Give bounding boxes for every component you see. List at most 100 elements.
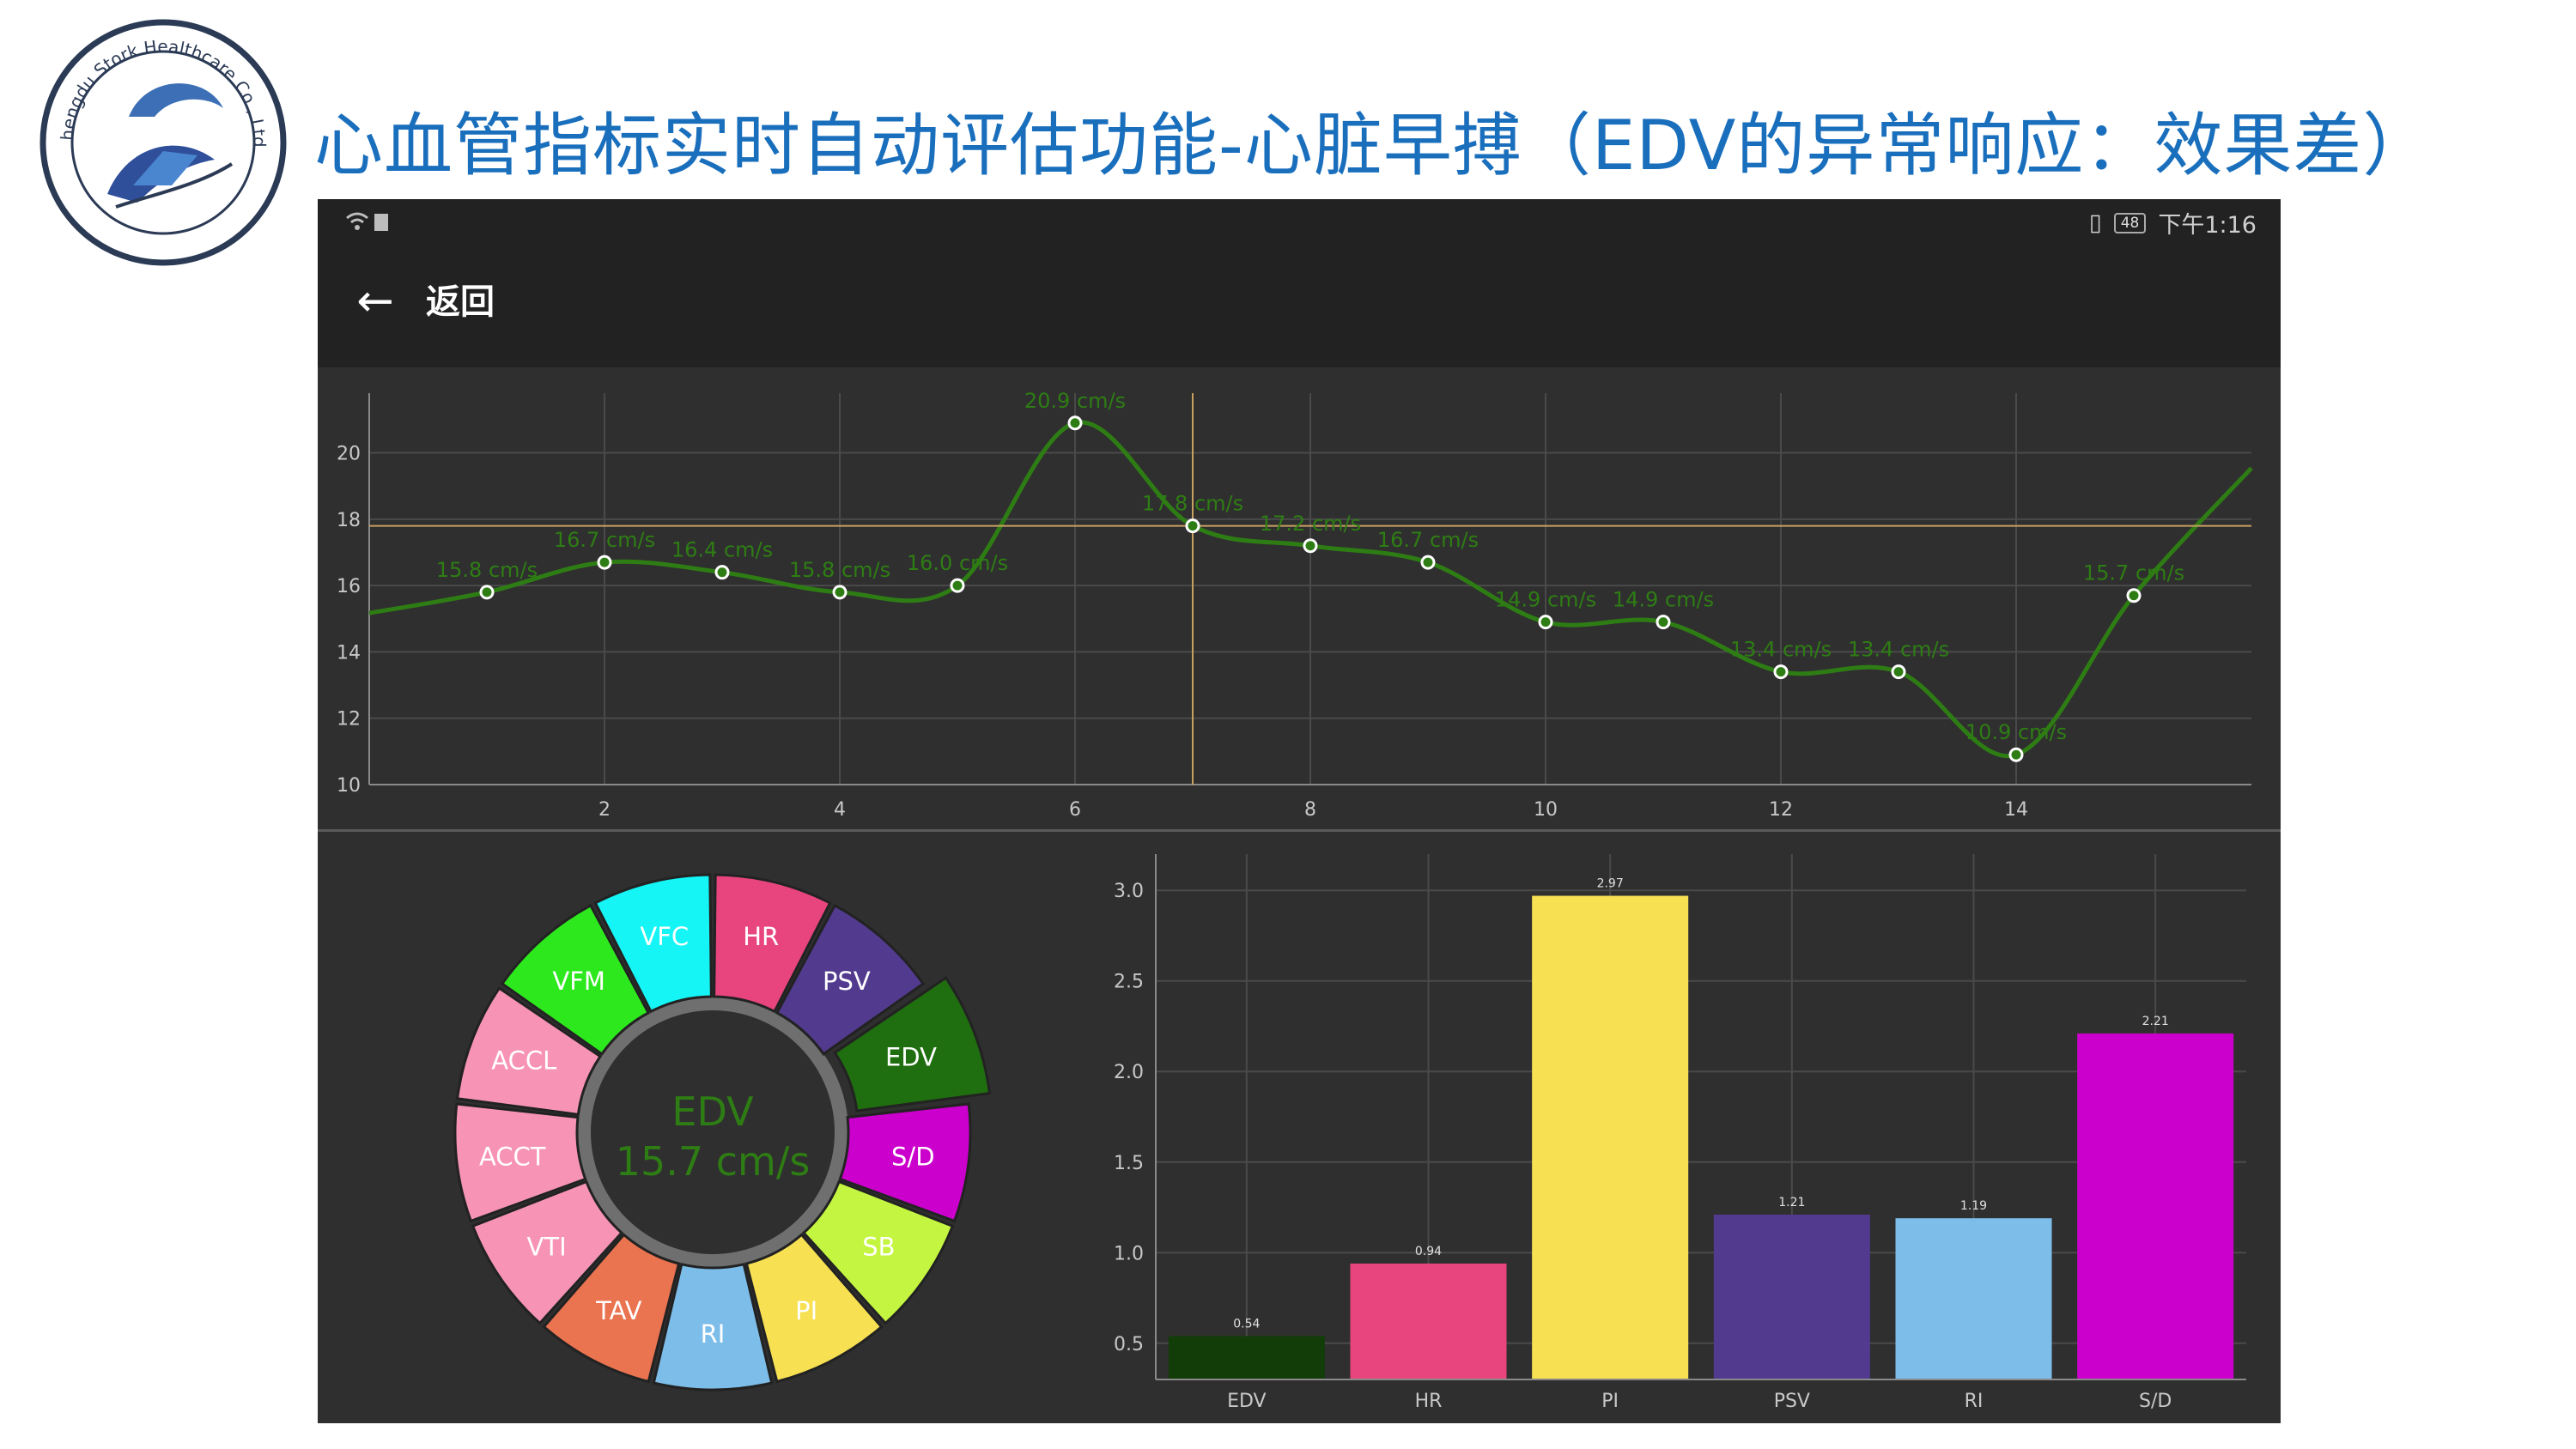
donut-segment-label: HR [743, 922, 779, 951]
data-point-label: 17.2 cm/s [1260, 512, 1361, 536]
company-logo: Chengdu Stork Healthcare Co., Ltd. [34, 14, 287, 266]
bar-ri [1895, 1218, 2052, 1379]
data-point [2126, 588, 2142, 603]
bar-category-label: PSV [1774, 1391, 1810, 1412]
data-point [597, 555, 612, 570]
data-point [1773, 664, 1789, 680]
data-point-label: 16.7 cm/s [554, 528, 655, 552]
chart-divider [318, 829, 2281, 832]
bar-value-label: 0.94 [1415, 1245, 1442, 1258]
data-point-label: 17.8 cm/s [1142, 492, 1243, 516]
y-tick-label: 10 [337, 775, 361, 797]
donut-segment-vfc[interactable] [593, 873, 713, 1014]
bar-psv [1713, 1214, 1870, 1379]
bar-y-tick-label: 2.5 [1114, 972, 1144, 993]
donut-segment-label: S/D [891, 1142, 935, 1171]
x-tick-label: 10 [1534, 799, 1558, 821]
donut-segment-label: VFM [552, 967, 605, 996]
x-tick-label: 8 [1304, 799, 1316, 821]
bar-sd [2077, 1033, 2234, 1379]
donut-center-name: EDV [671, 1088, 754, 1135]
wifi-icon [343, 209, 395, 241]
bar-edv [1168, 1336, 1325, 1379]
indicator-donut[interactable]: HR PSV EDV S/D SB PI RI TAV VTI ACCT ACCL VFM VFC EDV… [318, 832, 1073, 1423]
slide-title: 心血管指标实时自动评估功能-心脏早搏（EDV的异常响应：效果差） [314, 106, 2433, 185]
data-point-label: 20.9 cm/s [1024, 389, 1126, 413]
x-tick-label: 2 [598, 799, 611, 821]
donut-inner-ring [577, 997, 848, 1268]
data-point [950, 578, 965, 593]
edv-line-chart[interactable]: 2 4 6 8 10 12 14 10 12 14 16 18 20 15.8 cm/s 16.7 cm/s… [318, 367, 2281, 829]
data-point-label: 13.4 cm/s [1848, 638, 1949, 662]
bar-y-tick-label: 1.0 [1114, 1243, 1144, 1264]
donut-segment-label: VFC [640, 922, 689, 951]
data-point [479, 585, 495, 600]
bar-category-label: S/D [2139, 1391, 2172, 1412]
donut-center-value: 15.7 cm/s [616, 1138, 811, 1185]
data-point [714, 565, 730, 580]
donut-segment-label: VTI [527, 1232, 567, 1261]
donut-segment-acct[interactable] [453, 1102, 587, 1223]
back-arrow-icon[interactable]: ← [356, 276, 394, 327]
bar-category-label: HR [1415, 1391, 1443, 1412]
status-right: ▯ 48 下午1:16 [2089, 206, 2257, 239]
donut-segment-label: PSV [823, 967, 871, 996]
x-tick-label: 4 [834, 799, 846, 821]
data-point [832, 585, 848, 600]
status-bar: ▯ 48 下午1:16 [318, 199, 2281, 249]
data-point-label: 15.8 cm/s [789, 558, 890, 582]
bar-y-tick-label: 1.5 [1114, 1153, 1144, 1174]
data-point-label: 16.4 cm/s [671, 538, 773, 562]
donut-segment-vti[interactable] [471, 1179, 624, 1325]
donut-segment-label: SB [862, 1232, 895, 1261]
bar-category-label: PI [1601, 1391, 1619, 1412]
donut-segment-pi[interactable] [744, 1233, 884, 1384]
y-tick-label: 16 [337, 576, 361, 597]
bar-y-tick-label: 2.0 [1114, 1062, 1144, 1083]
y-tick-label: 18 [337, 510, 361, 531]
data-point-label: 16.0 cm/s [907, 551, 1008, 575]
data-point-label: 14.9 cm/s [1613, 588, 1714, 612]
donut-segment-label: PI [795, 1296, 817, 1325]
bar-y-tick-label: 0.5 [1114, 1334, 1144, 1355]
back-button[interactable]: 返回 [426, 282, 495, 322]
y-tick-label: 12 [337, 709, 361, 731]
donut-segment-ri[interactable] [652, 1262, 774, 1391]
status-time: 下午1:16 [2158, 212, 2257, 239]
data-point [1420, 555, 1436, 570]
donut-segment-label: ACCL [491, 1046, 556, 1076]
data-point-label: 10.9 cm/s [1965, 720, 2067, 744]
donut-segment-vfm[interactable] [500, 903, 651, 1056]
bar-category-label: RI [1965, 1391, 1984, 1412]
donut-segment-accl[interactable] [455, 986, 603, 1116]
donut-segment-psv[interactable] [775, 903, 926, 1056]
donut-segment-label: ACCT [479, 1142, 546, 1171]
data-point [1891, 664, 1906, 680]
donut-segment-tav[interactable] [542, 1233, 681, 1384]
x-tick-label: 12 [1769, 799, 1793, 821]
donut-segment-label: RI [701, 1319, 726, 1349]
donut-segment-label: TAV [595, 1296, 641, 1325]
data-point [1656, 615, 1671, 630]
donut-segment-hr[interactable] [713, 873, 832, 1014]
data-point-label: 15.8 cm/s [436, 558, 538, 582]
bar-category-label: EDV [1227, 1391, 1267, 1412]
y-tick-label: 14 [337, 642, 361, 664]
indicator-bar-chart: 0.5 1.0 1.5 2.0 2.5 3.0 0.54 EDV 0.94 HR 2.97 PI 1.2… [1114, 854, 2246, 1412]
battery-icon: 48 [2113, 212, 2147, 233]
data-point-label: 15.7 cm/s [2083, 561, 2184, 585]
bar-hr [1350, 1263, 1507, 1379]
donut-segment-edv[interactable] [833, 976, 992, 1113]
donut-segment-sb[interactable] [801, 1179, 955, 1325]
app-bar: ← 返回 [318, 249, 2281, 367]
data-point [1067, 415, 1083, 431]
bar-value-label: 0.54 [1233, 1317, 1260, 1331]
x-tick-label: 6 [1069, 799, 1081, 821]
bar-value-label: 1.19 [1960, 1199, 1987, 1213]
bar-pi [1532, 895, 1689, 1379]
vibrate-icon: ▯ [2088, 209, 2102, 236]
app-screenshot: ▯ 48 下午1:16 ← 返回 2 4 6 8 10 12 14 10 12 14 16 18 20 1… [318, 199, 2281, 1423]
data-point-label: 14.9 cm/s [1495, 588, 1596, 612]
donut-segment-sd[interactable] [838, 1102, 972, 1223]
bar-value-label: 1.21 [1778, 1196, 1805, 1210]
